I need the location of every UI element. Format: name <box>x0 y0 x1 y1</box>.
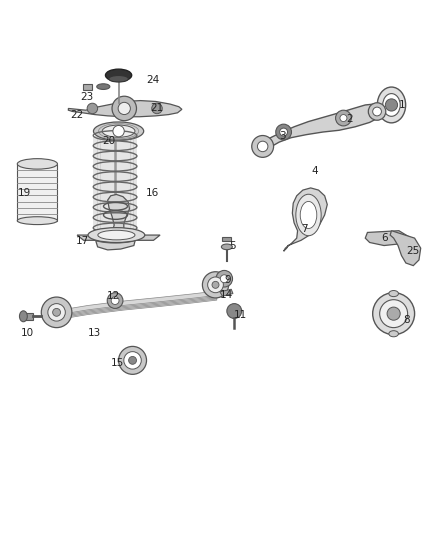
Polygon shape <box>57 291 217 315</box>
Text: 9: 9 <box>224 276 231 286</box>
Polygon shape <box>57 292 217 316</box>
Circle shape <box>87 103 98 114</box>
Circle shape <box>380 300 408 328</box>
Circle shape <box>124 352 141 369</box>
Text: 2: 2 <box>346 114 353 124</box>
Ellipse shape <box>389 330 399 337</box>
Text: 8: 8 <box>403 315 410 325</box>
Circle shape <box>373 107 381 116</box>
Text: 1: 1 <box>399 100 406 110</box>
Ellipse shape <box>109 76 128 82</box>
Text: 11: 11 <box>233 310 247 320</box>
Text: 25: 25 <box>406 246 420 256</box>
Text: 4: 4 <box>312 166 318 176</box>
Circle shape <box>227 304 242 318</box>
Polygon shape <box>220 289 233 296</box>
Polygon shape <box>77 235 160 240</box>
Circle shape <box>129 357 137 364</box>
Ellipse shape <box>102 125 135 138</box>
Ellipse shape <box>97 84 110 90</box>
Text: 12: 12 <box>107 291 120 301</box>
Circle shape <box>258 141 268 152</box>
Ellipse shape <box>389 290 399 297</box>
Circle shape <box>280 128 288 136</box>
Text: 19: 19 <box>18 188 32 198</box>
Circle shape <box>373 293 415 335</box>
Polygon shape <box>284 188 327 251</box>
Bar <box>93 135 137 238</box>
Circle shape <box>113 125 124 137</box>
Polygon shape <box>57 293 217 318</box>
Text: 6: 6 <box>381 233 388 243</box>
Circle shape <box>111 297 119 304</box>
Text: 5: 5 <box>229 240 235 251</box>
Circle shape <box>340 115 347 122</box>
Polygon shape <box>390 231 421 265</box>
Circle shape <box>336 110 351 126</box>
Text: 21: 21 <box>150 103 164 114</box>
Text: 13: 13 <box>88 328 101 338</box>
Circle shape <box>53 309 60 316</box>
Ellipse shape <box>17 217 57 224</box>
Circle shape <box>119 346 147 374</box>
Polygon shape <box>68 101 182 117</box>
Circle shape <box>48 304 65 321</box>
Ellipse shape <box>19 311 27 322</box>
Text: 7: 7 <box>301 224 307 235</box>
Ellipse shape <box>377 87 406 123</box>
Circle shape <box>220 275 228 282</box>
Ellipse shape <box>300 201 317 229</box>
Circle shape <box>212 281 219 288</box>
Circle shape <box>252 135 274 157</box>
Text: 17: 17 <box>76 236 89 246</box>
Circle shape <box>118 102 131 115</box>
Circle shape <box>368 103 386 120</box>
Text: 20: 20 <box>102 136 116 146</box>
Circle shape <box>387 307 400 320</box>
Circle shape <box>107 293 123 309</box>
Ellipse shape <box>221 244 232 249</box>
Bar <box>23 313 33 320</box>
Ellipse shape <box>106 69 132 82</box>
Circle shape <box>112 96 137 120</box>
Ellipse shape <box>88 228 145 243</box>
Ellipse shape <box>93 122 144 140</box>
Text: 14: 14 <box>220 290 233 300</box>
Text: 15: 15 <box>111 358 124 368</box>
Circle shape <box>152 103 162 114</box>
Polygon shape <box>254 104 383 155</box>
Ellipse shape <box>383 94 400 116</box>
Ellipse shape <box>17 159 57 169</box>
Polygon shape <box>96 195 135 250</box>
Ellipse shape <box>296 194 321 236</box>
Polygon shape <box>83 84 92 90</box>
Polygon shape <box>57 295 217 319</box>
Text: 24: 24 <box>146 75 159 85</box>
Circle shape <box>41 297 72 328</box>
Polygon shape <box>223 237 231 241</box>
Text: 16: 16 <box>146 188 159 198</box>
Circle shape <box>208 277 223 293</box>
Circle shape <box>385 99 398 111</box>
Circle shape <box>216 270 233 287</box>
Text: 10: 10 <box>20 328 33 338</box>
Circle shape <box>276 124 291 140</box>
Ellipse shape <box>98 230 135 240</box>
Polygon shape <box>365 231 409 246</box>
Polygon shape <box>57 296 217 320</box>
Text: 22: 22 <box>71 110 84 119</box>
Bar <box>17 164 57 221</box>
Text: 3: 3 <box>279 131 286 141</box>
Circle shape <box>202 272 229 298</box>
Text: 23: 23 <box>81 92 94 102</box>
